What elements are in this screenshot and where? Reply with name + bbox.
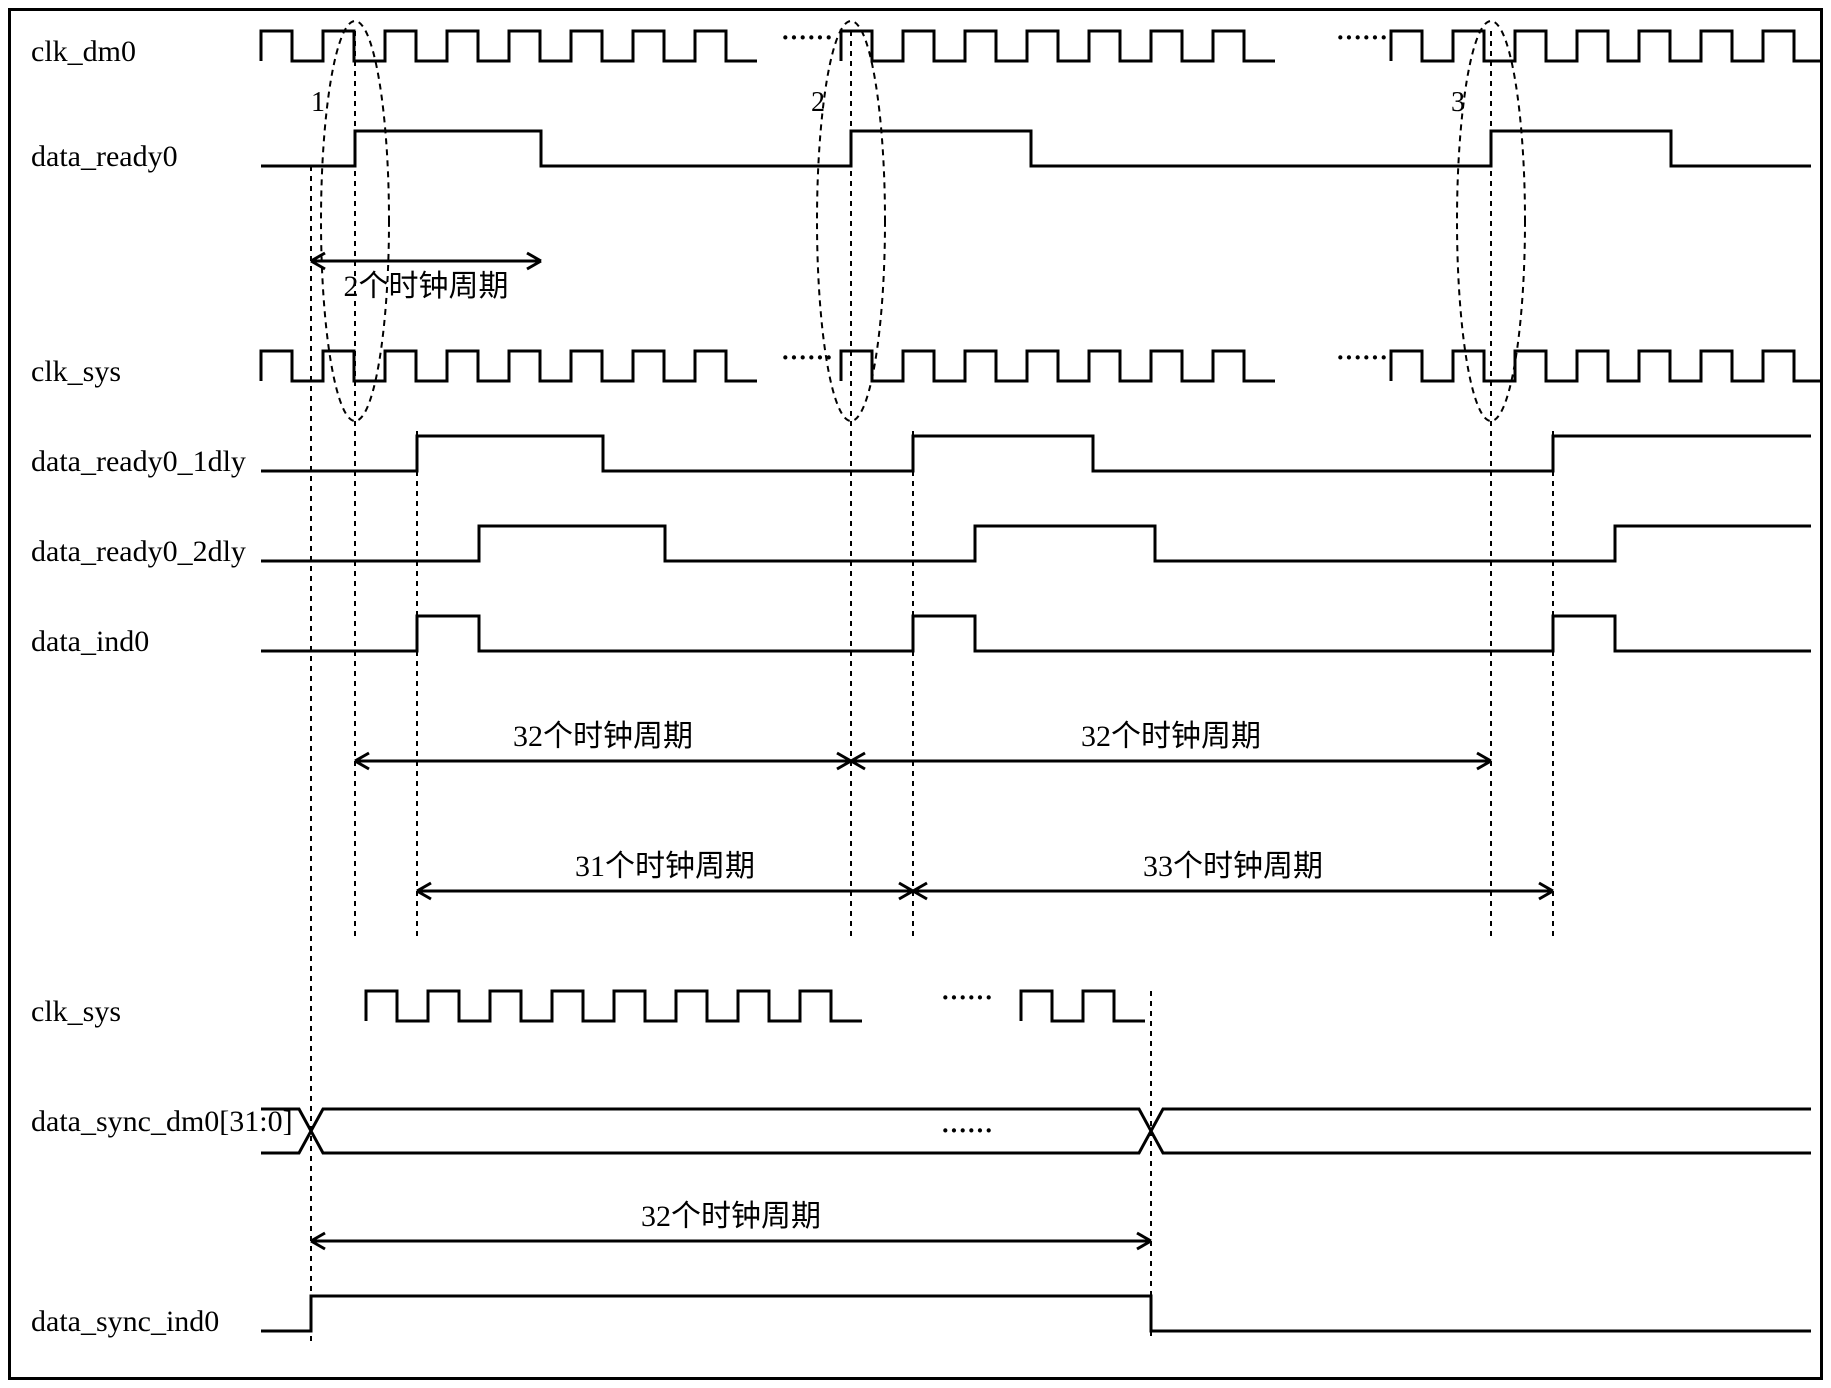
signal-label-data-ready0: data_ready0 (31, 140, 178, 173)
dimension-label: 33个时钟周期 (1143, 850, 1323, 883)
edge-marker-2: 2 (811, 87, 825, 118)
dimension-label: 2个时钟周期 (344, 270, 509, 303)
svg-text:······: ······ (941, 983, 993, 1012)
svg-text:······: ······ (941, 1116, 993, 1145)
dimension-label: 32个时钟周期 (641, 1200, 821, 1233)
timing-diagram-frame: clk_dm0 data_ready0 clk_sys data_ready0_1dl… (8, 8, 1823, 1380)
signal-label-data-ind0: data_ind0 (31, 625, 149, 658)
signal-label-clk-sys: clk_sys (31, 995, 121, 1028)
dimension-label: 31个时钟周期 (575, 850, 755, 883)
signal-label-data-ready0-1dly: data_ready0_1dly (31, 445, 246, 478)
edge-marker-1: 1 (311, 87, 325, 118)
signal-label-clk-sys: clk_sys (31, 355, 121, 388)
signal-label-data-sync-dm0-31-0-: data_sync_dm0[31:0] (31, 1105, 293, 1138)
signal-label-clk-dm0: clk_dm0 (31, 35, 136, 68)
svg-text:······: ······ (1336, 23, 1388, 52)
dimension-label: 32个时钟周期 (1081, 720, 1261, 753)
svg-text:······: ······ (781, 23, 833, 52)
signal-label-data-sync-ind0: data_sync_ind0 (31, 1305, 219, 1338)
timing-diagram-svg: clk_dm0 data_ready0 clk_sys data_ready0_1dl… (11, 11, 1823, 1380)
dimension-label: 32个时钟周期 (513, 720, 693, 753)
svg-text:······: ······ (1336, 343, 1388, 372)
signal-label-data-ready0-2dly: data_ready0_2dly (31, 535, 246, 568)
edge-marker-3: 3 (1451, 87, 1465, 118)
